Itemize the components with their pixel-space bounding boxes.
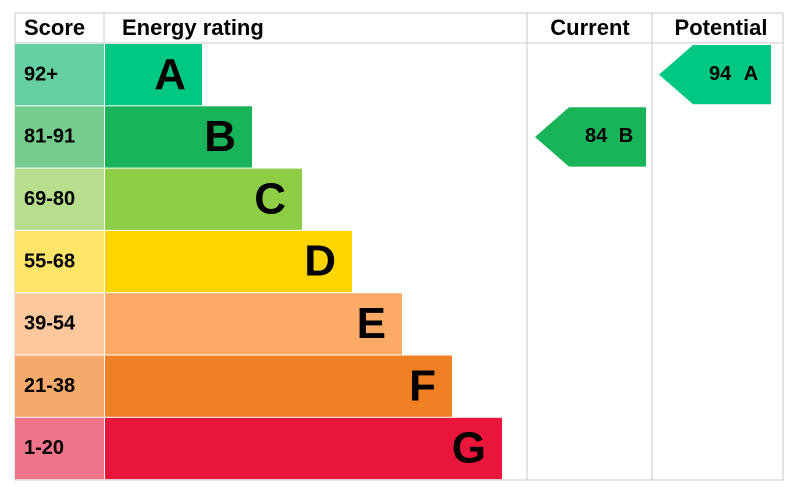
rating-letter: A — [154, 50, 186, 99]
rating-letter: B — [204, 112, 236, 161]
current-score: 84 — [585, 125, 608, 147]
score-header: Score — [24, 15, 85, 40]
rating-letter: E — [357, 299, 386, 348]
rating-letter: F — [409, 361, 436, 410]
score-cell — [15, 417, 104, 480]
score-range: 69-80 — [24, 188, 75, 210]
score-cell — [15, 355, 104, 417]
current-header: Current — [550, 15, 630, 40]
score-range: 21-38 — [24, 375, 75, 397]
potential-header: Potential — [675, 15, 768, 40]
score-range: 1-20 — [24, 437, 64, 459]
score-cell — [15, 44, 104, 106]
current-letter: B — [619, 125, 633, 147]
potential-score: 94 — [709, 63, 732, 85]
rating-bar — [105, 230, 352, 293]
score-range: 92+ — [24, 63, 58, 85]
score-cell — [15, 106, 104, 168]
rating-letter: C — [254, 174, 286, 223]
rating-bar — [105, 293, 402, 355]
score-range: 55-68 — [24, 250, 75, 272]
rating-bar — [105, 355, 452, 417]
score-cell — [15, 293, 104, 355]
score-cell — [15, 230, 104, 293]
rating-letter: G — [452, 424, 486, 473]
score-range: 39-54 — [24, 313, 76, 335]
potential-arrow — [659, 45, 771, 105]
rating-letter: D — [304, 237, 336, 286]
rating-header: Energy rating — [122, 15, 264, 40]
score-range: 81-91 — [24, 126, 75, 148]
rating-bar — [105, 168, 302, 230]
current-arrow — [535, 107, 646, 167]
rating-bar — [105, 44, 202, 106]
rating-bar — [105, 106, 252, 168]
potential-letter: A — [744, 63, 758, 85]
score-cell — [15, 168, 104, 230]
rating-bar — [105, 417, 502, 480]
